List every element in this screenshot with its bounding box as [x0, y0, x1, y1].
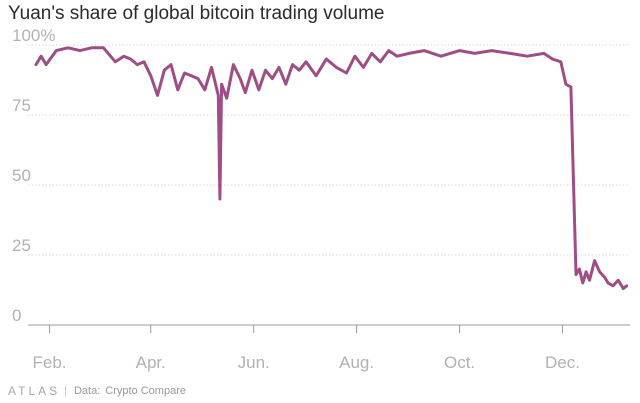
gridlines [28, 44, 630, 326]
chart-footer: ATLAS | Data: Crypto Compare [8, 382, 186, 400]
data-source-name: Crypto Compare [105, 385, 186, 397]
series-line [34, 46, 629, 291]
series-layer [34, 46, 629, 291]
y-axis-labels: 0 25 50 75 100% [12, 26, 55, 325]
y-tick-label: 50 [12, 166, 31, 185]
x-axis-ticks [49, 325, 563, 333]
y-tick-label: 100% [12, 26, 55, 45]
x-tick-label: Jun. [238, 353, 270, 372]
x-tick-label: Feb. [32, 353, 66, 372]
line-chart: 0 25 50 75 100% Feb. Apr. Jun. Aug. Oct. Dec. [12, 26, 630, 372]
atlas-logo: ATLAS [8, 384, 61, 398]
x-tick-label: Dec. [545, 353, 580, 372]
footer-separator: | [64, 385, 67, 397]
x-axis-labels: Feb. Apr. Jun. Aug. Oct. Dec. [32, 353, 580, 372]
data-source-label: Data: [73, 385, 101, 397]
x-tick-label: Aug. [339, 353, 374, 372]
y-tick-label: 25 [12, 236, 31, 255]
x-tick-label: Oct. [444, 353, 475, 372]
y-tick-label: 0 [12, 306, 21, 325]
chart-title: Yuan's share of global bitcoin trading v… [8, 3, 385, 24]
y-tick-label: 75 [12, 96, 31, 115]
x-tick-label: Apr. [136, 353, 166, 372]
